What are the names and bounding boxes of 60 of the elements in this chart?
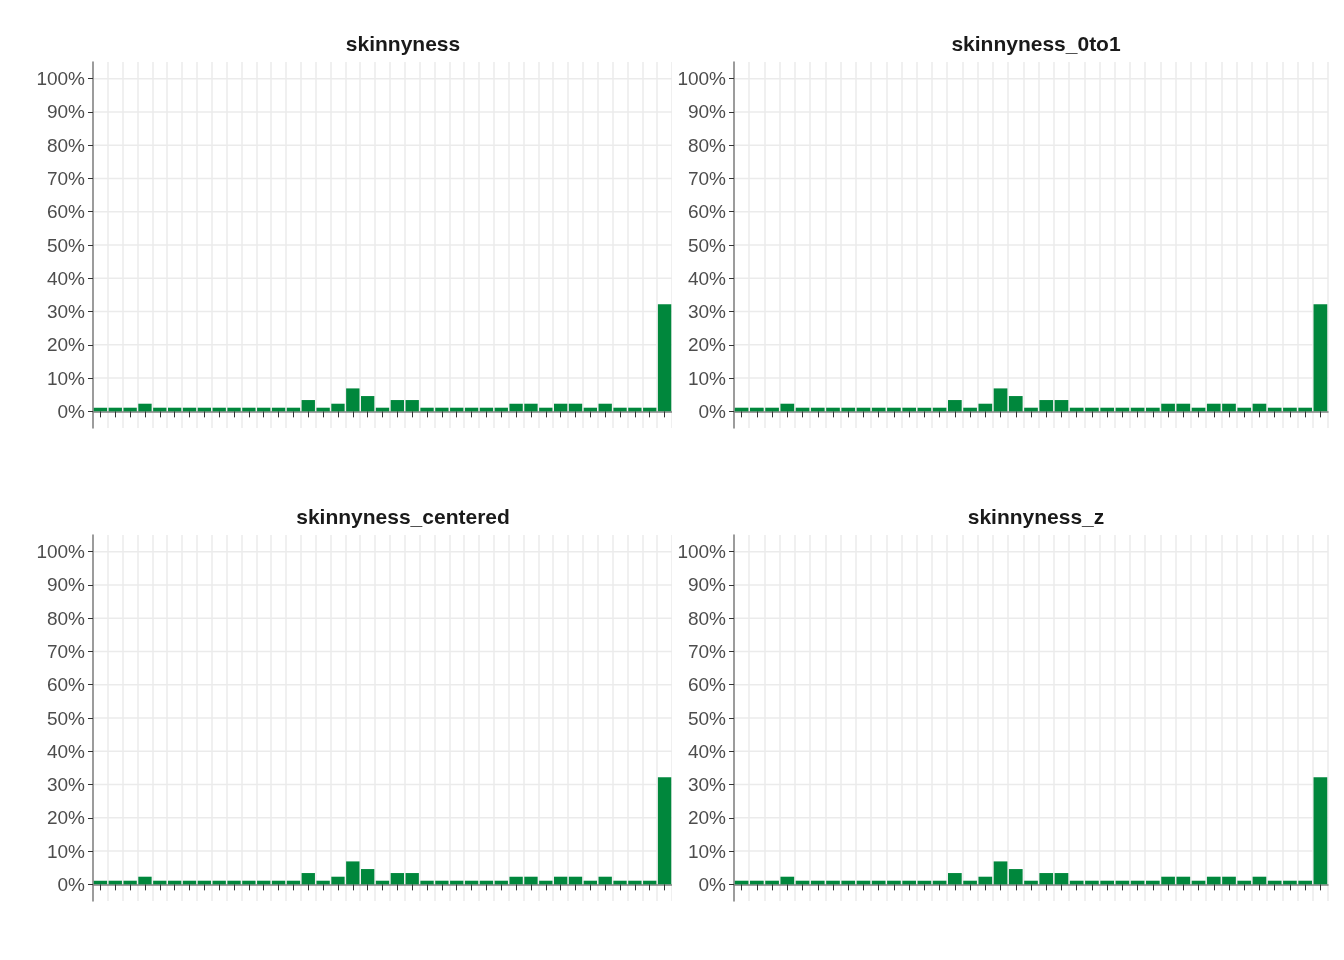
y-tick-label: 100% [677,541,727,563]
y-tick-label: 100% [36,68,86,90]
y-tick-label: 10% [46,840,86,862]
y-tick-label: 70% [687,640,727,662]
bar [657,304,672,412]
y-tick-label: 0% [698,873,727,895]
y-tick-label: 30% [687,774,727,796]
chart-title: skinnyness_centered [296,505,510,528]
y-tick-label: 10% [687,367,727,389]
y-tick-label: 80% [687,607,727,629]
y-tick-label: 60% [46,201,86,223]
y-tick-label: 100% [36,541,86,563]
y-tick-label: 90% [46,101,86,123]
y-tick-label: 20% [46,334,86,356]
y-tick-label: 80% [46,134,86,156]
y-tick-label: 70% [687,167,727,189]
y-tick-label: 20% [687,807,727,829]
bar [993,388,1008,412]
y-tick-label: 40% [46,740,86,762]
chart-title: skinnyness_z [967,505,1105,528]
bar [360,396,375,412]
bar [360,869,375,885]
y-tick-label: 30% [46,774,86,796]
y-tick-label: 40% [46,267,86,289]
y-tick-label: 50% [687,707,727,729]
y-tick-label: 10% [687,840,727,862]
y-tick-label: 30% [687,301,727,323]
bar [1313,777,1328,885]
y-tick-label: 0% [698,400,727,422]
y-tick-label: 50% [687,234,727,256]
y-tick-label: 50% [46,707,86,729]
bar [390,400,405,412]
y-tick-label: 50% [46,234,86,256]
bar [993,861,1008,885]
bar [390,873,405,885]
y-tick-label: 60% [687,674,727,696]
bar [1313,304,1328,412]
y-tick-label: 20% [46,807,86,829]
y-tick-label: 60% [687,201,727,223]
chart-title: skinnyness_0to1 [951,32,1121,55]
y-tick-label: 90% [46,574,86,596]
y-tick-label: 0% [57,400,86,422]
y-tick-label: 70% [46,167,86,189]
y-tick-label: 90% [687,101,727,123]
bar [1054,873,1069,885]
bar [1054,400,1069,412]
y-tick-label: 10% [46,367,86,389]
y-tick-label: 70% [46,640,86,662]
y-tick-label: 20% [687,334,727,356]
y-tick-label: 90% [687,574,727,596]
y-tick-label: 30% [46,301,86,323]
y-tick-label: 80% [46,607,86,629]
y-tick-label: 80% [687,134,727,156]
y-tick-label: 0% [57,873,86,895]
y-tick-label: 60% [46,674,86,696]
bar [657,777,672,885]
y-tick-label: 40% [687,740,727,762]
chart-title: skinnyness [345,32,461,55]
y-tick-label: 40% [687,267,727,289]
y-tick-label: 100% [677,68,727,90]
